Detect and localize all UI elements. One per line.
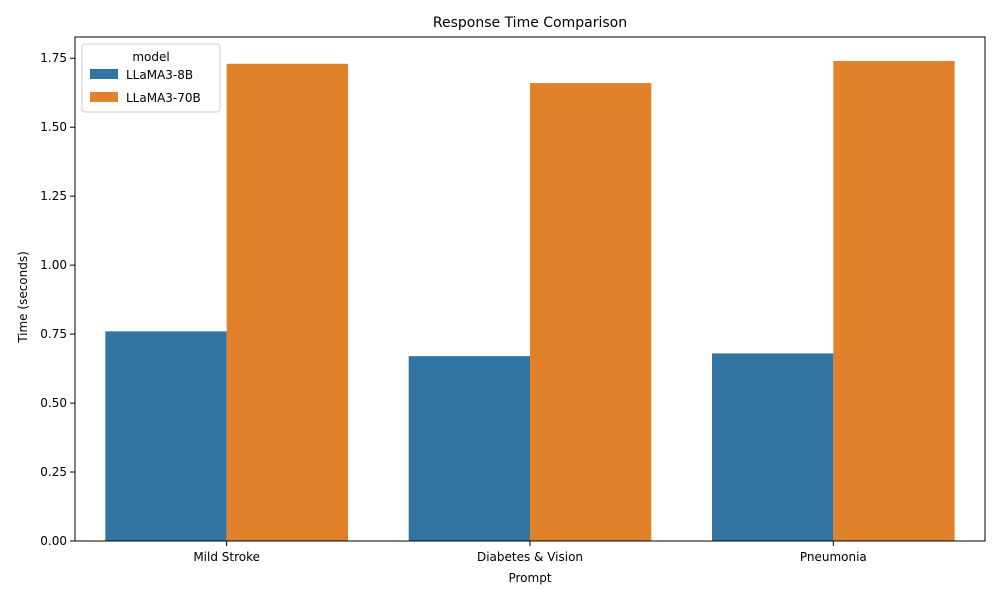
y-tick-label-6: 1.50 bbox=[40, 120, 67, 134]
bar-llama3-70b-mild-stroke bbox=[226, 63, 348, 542]
bar-llama3-8b-pneumonia bbox=[712, 353, 834, 541]
y-tick-label-0: 0.00 bbox=[40, 534, 67, 548]
y-tick-label-7: 1.75 bbox=[40, 51, 67, 65]
x-tick-label-pneumonia: Pneumonia bbox=[800, 550, 867, 564]
legend-label-llama3-8b: LLaMA3-8B bbox=[126, 68, 193, 82]
x-tick-label-mild-stroke: Mild Stroke bbox=[193, 550, 260, 564]
y-tick-label-2: 0.50 bbox=[40, 396, 67, 410]
bar-llama3-8b-diabetes-and-vision bbox=[408, 356, 530, 541]
legend-label-llama3-70b: LLaMA3-70B bbox=[126, 91, 201, 105]
x-tick-label-diabetes-and-vision: Diabetes & Vision bbox=[477, 550, 583, 564]
chart-title: Response Time Comparison bbox=[433, 15, 627, 31]
y-tick-label-1: 0.25 bbox=[40, 465, 67, 479]
bars-layer bbox=[105, 61, 955, 542]
bar-llama3-70b-diabetes-and-vision bbox=[530, 83, 652, 541]
y-tick-label-3: 0.75 bbox=[40, 327, 67, 341]
plot-frame bbox=[74, 36, 986, 542]
y-axis-label: Time (seconds) bbox=[16, 251, 30, 344]
legend-title: model bbox=[132, 50, 169, 64]
x-axis-label: Prompt bbox=[508, 571, 551, 585]
bar-llama3-8b-mild-stroke bbox=[105, 331, 227, 541]
y-tick-label-4: 1.00 bbox=[40, 258, 67, 272]
legend-swatch-llama3-70b bbox=[90, 92, 118, 102]
y-tick-label-5: 1.25 bbox=[40, 189, 67, 203]
legend-swatch-llama3-8b bbox=[90, 69, 118, 79]
legend: model LLaMA3-8B LLaMA3-70B bbox=[81, 43, 221, 113]
axes-layer: Mild Stroke Diabetes & Vision Pneumonia 0.0… bbox=[40, 36, 986, 564]
bar-llama3-70b-pneumonia bbox=[833, 61, 955, 541]
